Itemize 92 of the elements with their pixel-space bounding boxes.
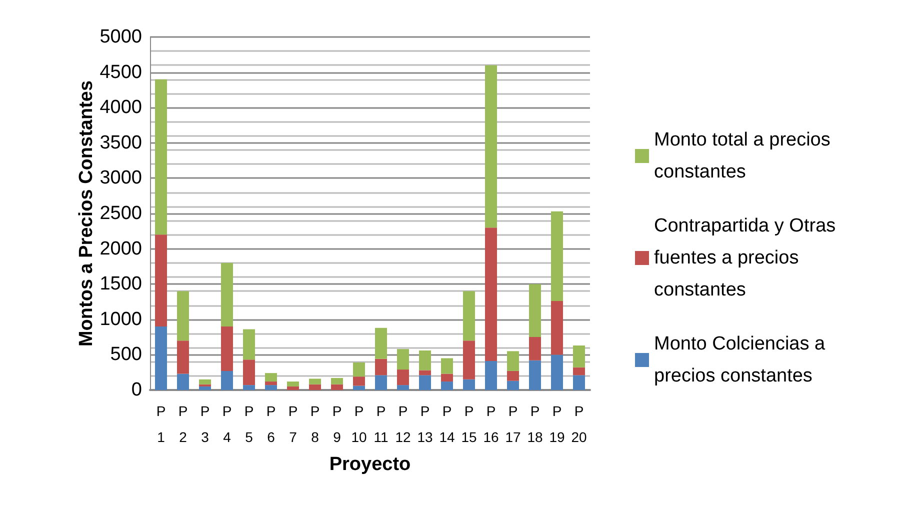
bar [155, 79, 167, 235]
bar [463, 291, 475, 341]
x-tick-label: P 6 [266, 403, 276, 445]
bar [441, 358, 453, 374]
x-tick-label: P 12 [395, 403, 411, 445]
bar [441, 382, 453, 390]
x-tick-label: P 18 [527, 403, 543, 445]
x-axis-title: Proyecto [329, 454, 411, 475]
bar [529, 360, 541, 390]
bar [221, 326, 233, 371]
bar [331, 378, 343, 384]
bar [353, 362, 365, 377]
x-tick-label: P 1 [156, 403, 166, 445]
x-tick-label: P 2 [178, 403, 188, 445]
y-tick-label: 2500 [100, 203, 142, 224]
bar [507, 380, 519, 390]
bar [353, 376, 365, 386]
bar [265, 373, 277, 382]
legend-label: Contrapartida y Otras fuentes a precios constantes [654, 216, 841, 300]
bar [419, 375, 431, 390]
bar [551, 211, 563, 302]
bar [309, 384, 321, 390]
bar [551, 301, 563, 355]
x-tick-label: P 16 [483, 403, 499, 445]
x-tick-label: P 13 [417, 403, 433, 445]
bar [573, 346, 585, 368]
bar [375, 358, 387, 376]
x-tick-label: P 11 [374, 403, 388, 445]
x-tick-label: P 15 [461, 403, 477, 445]
x-tick-label: P 14 [439, 403, 455, 445]
x-tick-label: P 4 [222, 403, 232, 445]
bar [287, 382, 299, 386]
bar [221, 370, 233, 390]
bar [507, 351, 519, 371]
y-tick-label: 1500 [100, 274, 142, 295]
bar [199, 379, 211, 384]
bar [177, 374, 189, 390]
y-tick-label: 4500 [100, 62, 142, 83]
bar [485, 65, 497, 228]
bar [353, 386, 365, 390]
x-tick-label: P 10 [351, 403, 367, 445]
bar [485, 228, 497, 362]
bar [287, 386, 299, 390]
bar [397, 370, 409, 386]
legend-label: Monto Colciencias a precios constantes [654, 334, 830, 386]
bar [507, 370, 519, 381]
bar [441, 374, 453, 382]
bar [529, 337, 541, 360]
bar [573, 367, 585, 376]
bar [573, 375, 585, 390]
x-tick-label: P 8 [310, 403, 320, 445]
bar [419, 370, 431, 376]
y-tick-label: 3000 [100, 168, 142, 189]
bar [397, 385, 409, 390]
bar [243, 360, 255, 386]
bar [155, 234, 167, 326]
bar [397, 349, 409, 370]
bar [485, 361, 497, 390]
bar [419, 350, 431, 370]
x-tick-label: P 7 [288, 403, 298, 445]
bar [309, 378, 321, 384]
bar [177, 340, 189, 374]
x-tick-label: P 20 [571, 403, 587, 445]
y-tick-label: 2000 [100, 238, 142, 260]
bar [265, 382, 277, 386]
bar [529, 284, 541, 338]
x-tick-label: P 5 [244, 403, 254, 445]
bar [375, 375, 387, 390]
bar [221, 262, 233, 326]
y-tick-label: 1000 [100, 308, 142, 330]
x-tick-label: P 17 [505, 403, 521, 445]
y-tick-label: 0 [131, 380, 142, 400]
x-tick-label: P 19 [549, 403, 565, 445]
y-tick-label: 5000 [100, 26, 142, 48]
bar [331, 384, 343, 390]
bar [199, 386, 211, 390]
bar [375, 328, 387, 359]
y-tick-label: 3500 [100, 132, 142, 154]
y-axis-title: Montos a Precios Constantes [76, 80, 97, 347]
bar [265, 385, 277, 390]
bar [463, 379, 475, 390]
bar [243, 385, 255, 390]
x-tick-label: P 9 [332, 403, 342, 445]
bar [177, 291, 189, 341]
legend-label: Monto total a precios constantes [654, 130, 836, 182]
bar [243, 329, 255, 360]
bar [463, 340, 475, 380]
bar [155, 326, 167, 390]
y-tick-label: 4000 [100, 97, 142, 118]
y-tick-label: 500 [110, 344, 142, 366]
bar [551, 354, 563, 390]
x-tick-label: P 3 [200, 403, 210, 445]
